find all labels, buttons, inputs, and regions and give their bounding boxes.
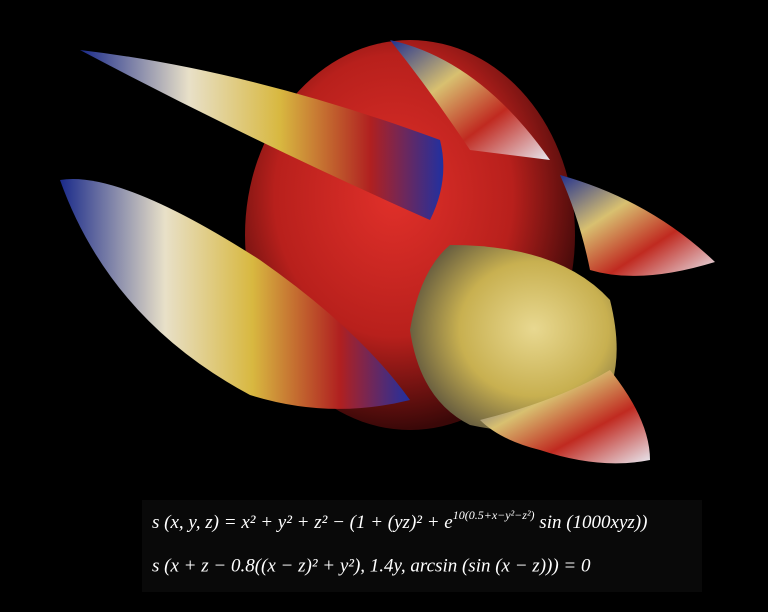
formula-text: sin (1000xyz)) xyxy=(535,512,648,533)
surface-blob xyxy=(410,245,617,432)
surface-band xyxy=(480,370,650,464)
formula-exponent: 10(0.5+x−y²−z²) xyxy=(453,508,535,522)
formula-box xyxy=(142,500,702,592)
surface-band xyxy=(390,40,550,160)
surface-band xyxy=(60,179,410,409)
surface-band xyxy=(560,175,715,276)
surface-band xyxy=(80,50,444,220)
formula-line: s (x + z − 0.8((x − z)² + y²), 1.4y, arc… xyxy=(152,555,591,576)
formula-line: s (x, y, z) = x² + y² + z² − (1 + (yz)² … xyxy=(152,508,647,534)
formula-text: s (x, y, z) = x² + y² + z² − (1 + (yz)² … xyxy=(152,512,453,533)
